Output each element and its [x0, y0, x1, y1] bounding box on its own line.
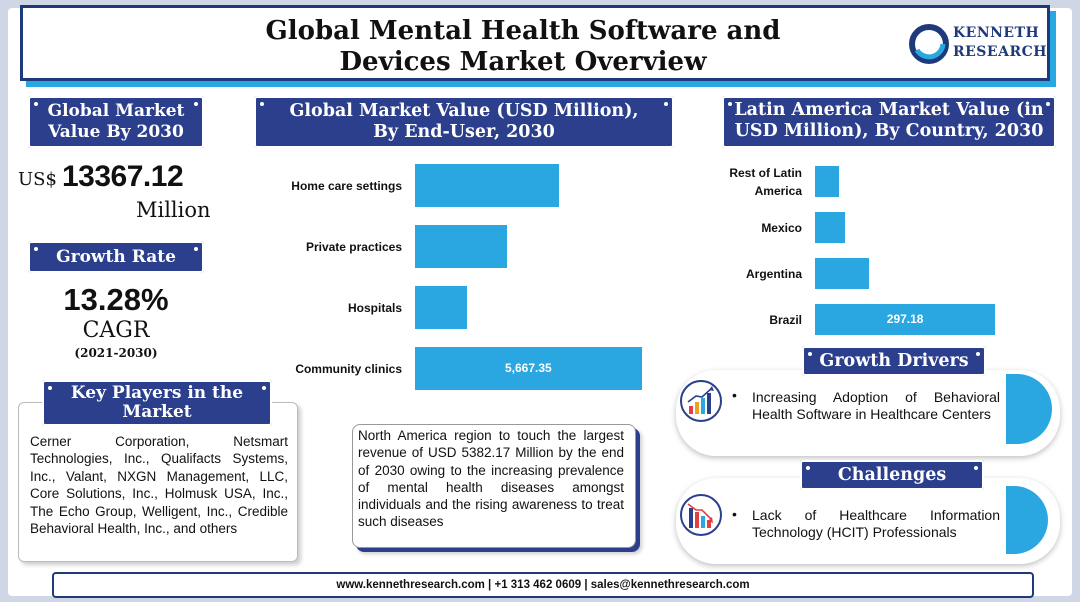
market-value-heading-line-2: Value By 2030 — [48, 122, 184, 142]
bar-home-care-settings — [415, 164, 559, 207]
end-user-heading-line-1: Global Market Value (USD Million), — [289, 101, 639, 121]
growth-drivers-icon-wrap — [680, 380, 722, 422]
end-user-bar-chart: Home care settings Private practices Hospi… — [230, 160, 670, 400]
key-players-heading-line-1: Key Players in the — [70, 383, 244, 403]
north-america-text: North America region to touch the larges… — [358, 428, 624, 530]
growth-drivers-heading-text: Growth Drivers — [819, 351, 969, 371]
title-line-2: Devices Market Overview — [339, 47, 707, 77]
cagr-label: CAGR — [82, 318, 150, 343]
bar-label: Mexico — [761, 220, 802, 235]
north-america-box — [352, 424, 636, 548]
footer-contact[interactable]: www.kennethresearch.com | +1 313 462 060… — [52, 572, 1034, 598]
growth-drivers-card — [676, 370, 1060, 456]
latam-heading-line-1: Latin America Market Value (in — [734, 100, 1044, 120]
page-title: Global Mental Health Software and Device… — [23, 16, 1023, 78]
growth-drivers-text: Increasing Adoption of Behavioral Health… — [752, 389, 1000, 423]
challenges-icon-wrap — [680, 494, 722, 536]
bar-label: Hospitals — [347, 300, 402, 315]
logo-swirl-icon — [909, 24, 949, 64]
falling-bar-chart-icon — [687, 503, 713, 528]
bar-label: Argentina — [745, 266, 802, 281]
growth-drivers-heading: Growth Drivers — [802, 346, 986, 376]
challenges-card — [676, 478, 1060, 564]
logo-text: KENNETH RESEARCH — [953, 24, 1047, 62]
growth-rate-heading-text: Growth Rate — [56, 247, 176, 267]
key-players-heading: Key Players in the Market — [42, 380, 272, 426]
bar-label: Rest of Latin America — [729, 165, 802, 198]
logo-line-2: RESEARCH — [953, 44, 1047, 60]
logo-line-1: KENNETH — [953, 25, 1040, 41]
bar-label: Community clinics — [295, 361, 402, 376]
bar-rest-of-latin-america — [815, 166, 840, 197]
bar-label: Home care settings — [291, 178, 402, 193]
bar-brazil — [815, 304, 996, 335]
title-box: Global Mental Health Software and Device… — [20, 5, 1050, 81]
bar-data-label: 297.18 — [886, 312, 924, 326]
latam-bar-chart: Rest of Latin America Mexico Argentina Brazi… — [700, 160, 1030, 340]
cagr-period: (2021-2030) — [74, 346, 158, 360]
market-value-figure: US$ 13367.12 Million — [18, 160, 218, 226]
market-value-heading: Global Market Value By 2030 — [28, 96, 204, 148]
growth-rate-value: 13.28% — [63, 282, 169, 317]
challenges-heading-text: Challenges — [837, 465, 947, 485]
end-user-chart-heading: Global Market Value (USD Million), By En… — [254, 96, 674, 148]
growth-drivers-bullet: • — [732, 387, 737, 403]
title-line-1: Global Mental Health Software and — [265, 16, 781, 46]
key-players-text: Cerner Corporation, Netsmart Technologie… — [30, 434, 288, 537]
growth-rate-heading: Growth Rate — [28, 241, 204, 273]
latam-heading-line-2: USD Million), By Country, 2030 — [734, 121, 1044, 141]
bar-mexico — [815, 212, 846, 243]
market-value-heading-line-1: Global Market — [47, 101, 185, 121]
key-players-heading-line-2: Market — [122, 402, 192, 422]
bar-argentina — [815, 258, 869, 289]
bar-private-practices — [415, 225, 507, 268]
currency-label: US$ — [18, 169, 57, 190]
latam-chart-heading: Latin America Market Value (in USD Milli… — [722, 96, 1056, 148]
challenges-bullet: • — [732, 506, 737, 522]
bar-hospitals — [415, 286, 467, 329]
challenges-heading: Challenges — [800, 460, 984, 490]
bar-data-label: 5,667.35 — [504, 361, 552, 375]
bar-community-clinics — [415, 347, 642, 390]
footer-text[interactable]: www.kennethresearch.com | +1 313 462 060… — [336, 579, 750, 591]
market-value-amount: 13367.12 — [62, 160, 184, 193]
challenges-text: Lack of Healthcare Information Technolog… — [752, 507, 1000, 541]
market-value-unit: Million — [136, 198, 211, 222]
bar-label: Private practices — [305, 239, 402, 254]
rising-bar-chart-icon — [687, 386, 714, 414]
end-user-heading-line-2: By End-User, 2030 — [373, 122, 555, 142]
bar-label: Brazil — [769, 312, 802, 327]
kenneth-research-logo[interactable]: KENNETH RESEARCH — [909, 20, 1047, 70]
